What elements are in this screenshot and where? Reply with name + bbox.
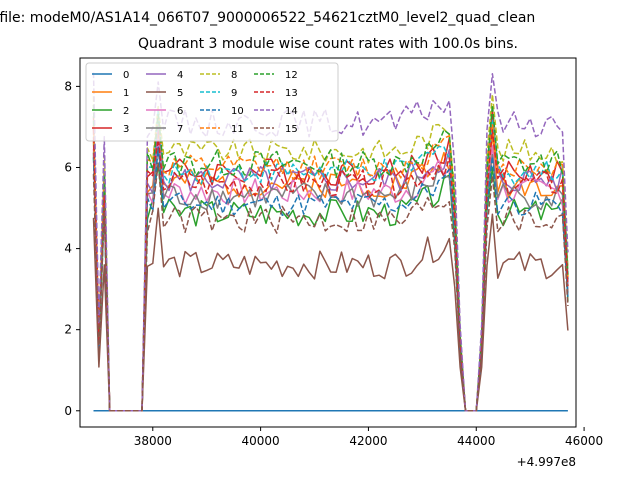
x-tick-label: 44000 [457, 434, 495, 448]
series-line-10 [92, 146, 569, 412]
y-tick-label: 8 [64, 79, 72, 93]
chart-title: Quadrant 3 module wise count rates with … [138, 36, 518, 52]
series-line-2 [92, 152, 569, 412]
figure-suptitle: n file: modeM0/AS1A14_066T07_9000006522_… [0, 10, 536, 26]
plot-frame [79, 57, 577, 428]
x-tick-label: 42000 [349, 434, 387, 448]
y-tick-label: 0 [64, 404, 72, 418]
legend-label-12: 12 [285, 70, 298, 81]
y-tick-label: 2 [64, 323, 72, 337]
axes-layer: 38000 40000 42000 44000 46000 0 2 4 6 8 [64, 79, 603, 448]
legend-box [85, 62, 339, 142]
series-line-13 [92, 129, 569, 412]
legend-label-0: 0 [123, 70, 129, 81]
series-line-15 [92, 162, 569, 412]
legend-label-6: 6 [177, 106, 183, 117]
legend-label-11: 11 [231, 124, 244, 135]
series-line-8 [92, 93, 569, 412]
y-tick-label: 4 [64, 242, 72, 256]
legend-label-15: 15 [285, 124, 298, 135]
legend-label-1: 1 [123, 88, 129, 99]
legend-label-7: 7 [177, 124, 183, 135]
legend-label-4: 4 [177, 70, 183, 81]
legend-label-8: 8 [231, 70, 237, 81]
x-tick-label: 46000 [565, 434, 603, 448]
y-tick-label: 6 [64, 160, 72, 174]
legend-label-3: 3 [123, 124, 129, 135]
x-offset-label: +4.997e8 [517, 455, 576, 469]
x-tick-label: 38000 [134, 434, 172, 448]
series-line-5 [92, 207, 569, 412]
legend-label-10: 10 [231, 106, 244, 117]
x-tick-label: 40000 [242, 434, 280, 448]
legend-label-9: 9 [231, 88, 237, 99]
legend-label-14: 14 [285, 106, 298, 117]
legend-label-5: 5 [177, 88, 183, 99]
legend-label-2: 2 [123, 106, 129, 117]
series-line-12 [92, 104, 569, 412]
legend-label-13: 13 [285, 88, 298, 99]
